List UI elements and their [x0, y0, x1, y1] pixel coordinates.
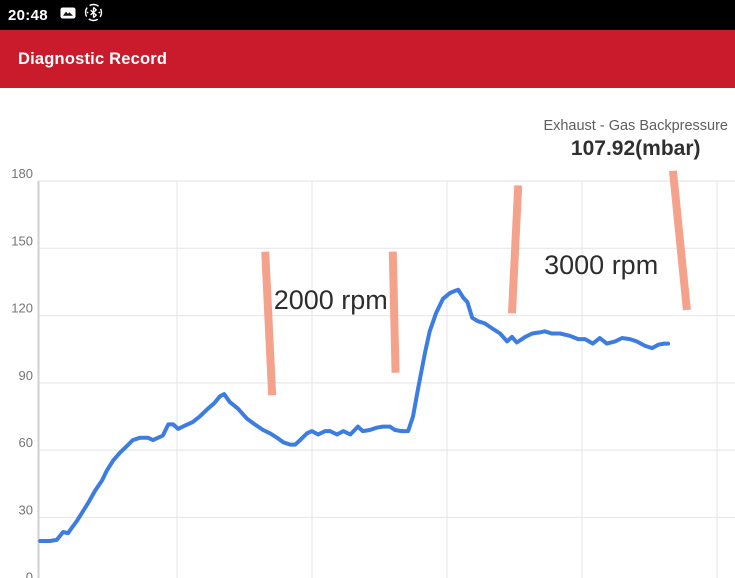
- y-tick-label: 150: [11, 233, 33, 248]
- reading-value: 107.92(mbar): [570, 137, 701, 160]
- y-tick-label: 0: [26, 570, 33, 578]
- current-reading: Exhaust - Gas Backpressure 107.92(mbar): [543, 118, 728, 161]
- page-title: Diagnostic Record: [18, 49, 168, 68]
- rpm-marker-line: [668, 170, 691, 311]
- y-tick-label: 120: [11, 301, 33, 316]
- rpm-annotation: 3000 rpm: [544, 250, 658, 280]
- rpm-annotation: 2000 rpm: [274, 285, 388, 315]
- y-tick-label: 90: [19, 368, 33, 383]
- y-tick-label: 60: [19, 435, 33, 450]
- pressure-curve: [38, 287, 671, 543]
- status-icons: [60, 3, 103, 27]
- rpm-marker-line: [261, 251, 277, 396]
- rpm-marker-line: [507, 185, 523, 314]
- bluetooth-icon: [84, 3, 103, 27]
- y-tick-label: 180: [11, 166, 33, 181]
- app-header: Diagnostic Record: [0, 30, 735, 88]
- rpm-marker-line: [388, 251, 400, 373]
- reading-label: Exhaust - Gas Backpressure: [543, 118, 728, 134]
- status-bar: 20:48: [0, 0, 735, 30]
- clock-time: 20:48: [8, 6, 48, 24]
- y-tick-label: 30: [19, 502, 33, 517]
- photo-icon: [60, 5, 76, 26]
